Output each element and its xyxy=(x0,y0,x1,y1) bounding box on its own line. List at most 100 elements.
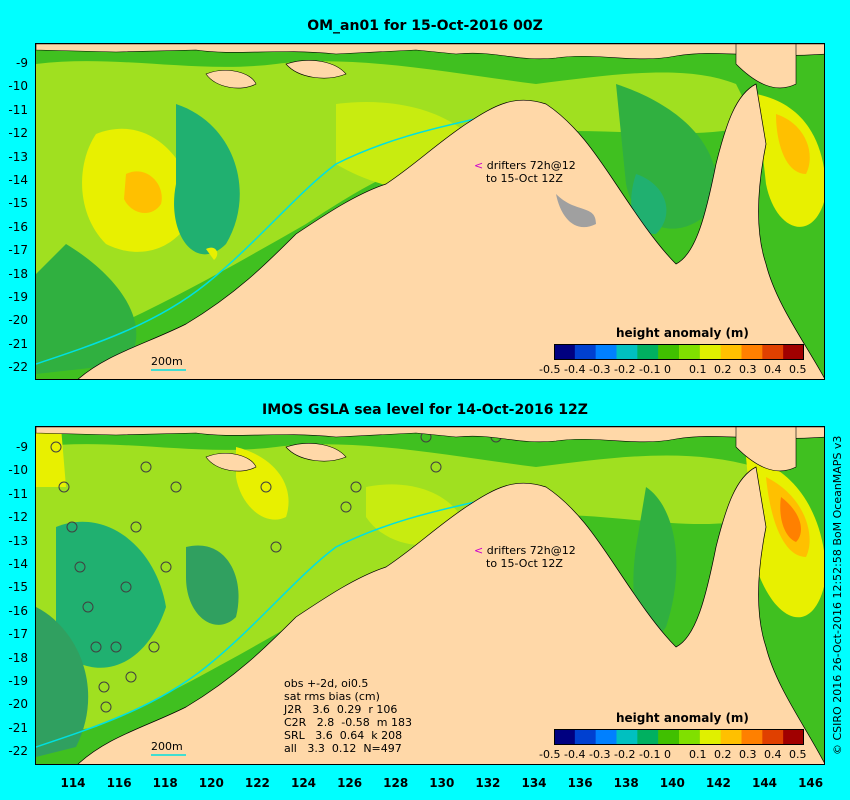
stats-line: all 3.3 0.12 N=497 xyxy=(284,742,402,755)
top-map: 200m < drifters 72h@12 to 15-Oct 12Z hei… xyxy=(35,43,825,380)
colorbar-tick-label: -0.5 xyxy=(539,748,561,761)
colorbar-segment xyxy=(616,344,638,360)
bottom-lat-tick: -19 xyxy=(8,674,28,688)
colorbar-segment xyxy=(720,729,742,745)
bottom-lat-tick: -11 xyxy=(8,486,28,501)
colorbar-segment xyxy=(679,729,701,745)
colorbar-segment xyxy=(637,344,659,360)
colorbar-segment xyxy=(574,729,597,745)
stats-line: SRL 3.6 0.64 k 208 xyxy=(284,729,403,742)
bottom-lat-tick: -16 xyxy=(8,603,28,618)
colorbar-segment xyxy=(699,344,722,360)
credit-text: © CSIRO 2016 26-Oct-2016 12:52:58 BoM Oc… xyxy=(831,435,844,755)
bottom-lat-tick: -13 xyxy=(8,533,28,548)
top-lat-tick: -15 xyxy=(8,196,28,211)
bottom-colorbar-title: height anomaly (m) xyxy=(616,711,749,725)
colorbar-tick-label: 0.5 xyxy=(789,363,807,376)
colorbar-segment xyxy=(574,344,597,360)
lon-tick: 144 xyxy=(751,776,778,790)
colorbar-segment xyxy=(783,729,804,745)
top-lat-tick: -17 xyxy=(8,243,28,258)
colorbar-segment xyxy=(595,344,617,360)
colorbar-segment xyxy=(658,729,680,745)
top-lat-tick: -11 xyxy=(8,102,28,117)
colorbar-tick-label: 0.2 xyxy=(714,363,732,376)
stats-line: sat rms bias (cm) xyxy=(284,690,380,703)
colorbar-segment xyxy=(616,729,638,745)
bottom-lat-tick: -17 xyxy=(8,627,28,642)
colorbar-segment xyxy=(637,729,659,745)
bottom-lat-tick: -10 xyxy=(8,463,28,478)
lon-tick: 114 xyxy=(60,776,86,790)
bottom-lat-tick: -12 xyxy=(8,510,28,525)
bottom-lat-tick: -21 xyxy=(8,720,28,735)
lon-tick: 138 xyxy=(613,776,639,790)
colorbar-tick-label: 0 xyxy=(664,363,671,376)
top-lat-tick: -21 xyxy=(8,336,28,351)
bottom-drifters-note: < drifters 72h@12 to 15-Oct 12Z xyxy=(474,544,576,570)
top-scale-label: 200m xyxy=(151,355,183,368)
colorbar-segment xyxy=(554,344,576,360)
bottom-scale-label: 200m xyxy=(151,740,183,753)
colorbar-segment xyxy=(554,729,576,745)
top-lat-tick: -20 xyxy=(8,313,28,328)
top-lat-tick: -14 xyxy=(8,173,28,187)
colorbar-tick-label: 0.4 xyxy=(764,363,782,376)
top-map-field xyxy=(36,44,824,379)
top-panel-title: OM_an01 for 15-Oct-2016 00Z xyxy=(307,18,543,34)
colorbar-segment xyxy=(741,344,763,360)
colorbar-tick-label: -0.4 xyxy=(564,748,586,761)
top-colorbar-ticks: -0.5 -0.4 -0.3 -0.2 -0.1 0 0.1 0.2 0.3 0.4 0.5 xyxy=(539,363,819,377)
bottom-drifters-line2: to 15-Oct 12Z xyxy=(486,557,563,570)
bottom-stats-box: obs +-2d, oi0.5 sat rms bias (cm) J2R 3.6 … xyxy=(284,677,412,755)
colorbar-tick-label: 0.1 xyxy=(689,363,707,376)
bottom-lat-tick: -18 xyxy=(8,650,28,665)
top-colorbar-title: height anomaly (m) xyxy=(616,326,749,340)
colorbar-tick-label: 0.3 xyxy=(739,363,757,376)
colorbar-tick-label: -0.2 xyxy=(614,363,636,376)
top-drifters-line1: drifters 72h@12 xyxy=(486,159,576,172)
bottom-lat-tick: -9 xyxy=(16,440,28,454)
lon-tick: 116 xyxy=(106,776,132,790)
bottom-panel-title: IMOS GSLA sea level for 14-Oct-2016 12Z xyxy=(262,402,588,418)
lon-tick: 140 xyxy=(659,776,685,790)
stats-line: C2R 2.8 -0.58 m 183 xyxy=(284,716,412,729)
top-colorbar xyxy=(554,344,804,360)
colorbar-segment xyxy=(699,729,722,745)
top-lat-tick: -19 xyxy=(8,290,28,304)
colorbar-segment xyxy=(762,344,784,360)
colorbar-segment xyxy=(679,344,701,360)
top-lat-tick: -22 xyxy=(8,360,28,375)
bottom-lat-tick: -14 xyxy=(8,557,28,571)
top-lat-tick: -9 xyxy=(16,56,28,70)
colorbar-tick-label: 0.5 xyxy=(789,748,807,761)
lon-tick: 120 xyxy=(198,776,224,790)
lon-tick: 126 xyxy=(337,776,363,790)
colorbar-tick-label: 0.2 xyxy=(714,748,732,761)
lon-tick: 142 xyxy=(705,776,731,790)
lon-tick: 124 xyxy=(290,776,317,790)
bottom-map: 200m < drifters 72h@12 to 15-Oct 12Z obs… xyxy=(35,426,825,765)
bottom-drifters-line1: drifters 72h@12 xyxy=(486,544,576,557)
colorbar-segment xyxy=(595,729,617,745)
colorbar-tick-label: -0.5 xyxy=(539,363,561,376)
top-lat-tick: -16 xyxy=(8,219,28,234)
top-lat-tick: -18 xyxy=(8,266,28,281)
lon-tick: 146 xyxy=(798,776,824,790)
bottom-map-field xyxy=(36,427,824,764)
drifter-arrow-icon: < xyxy=(474,159,487,172)
colorbar-tick-label: 0 xyxy=(664,748,671,761)
lon-tick: 130 xyxy=(429,776,455,790)
lon-tick: 132 xyxy=(475,776,501,790)
colorbar-segment xyxy=(741,729,763,745)
colorbar-segment xyxy=(762,729,784,745)
top-lat-tick: -13 xyxy=(8,149,28,164)
lon-tick: 134 xyxy=(521,776,547,790)
bottom-colorbar-ticks: -0.5 -0.4 -0.3 -0.2 -0.1 0 0.1 0.2 0.3 0.4 0.5 xyxy=(539,748,819,762)
colorbar-tick-label: -0.1 xyxy=(639,748,661,761)
top-drifters-line2: to 15-Oct 12Z xyxy=(486,172,563,185)
bottom-lat-tick: -22 xyxy=(8,744,28,759)
colorbar-segment xyxy=(720,344,742,360)
top-drifters-note: < drifters 72h@12 to 15-Oct 12Z xyxy=(474,159,576,185)
colorbar-tick-label: 0.1 xyxy=(689,748,707,761)
